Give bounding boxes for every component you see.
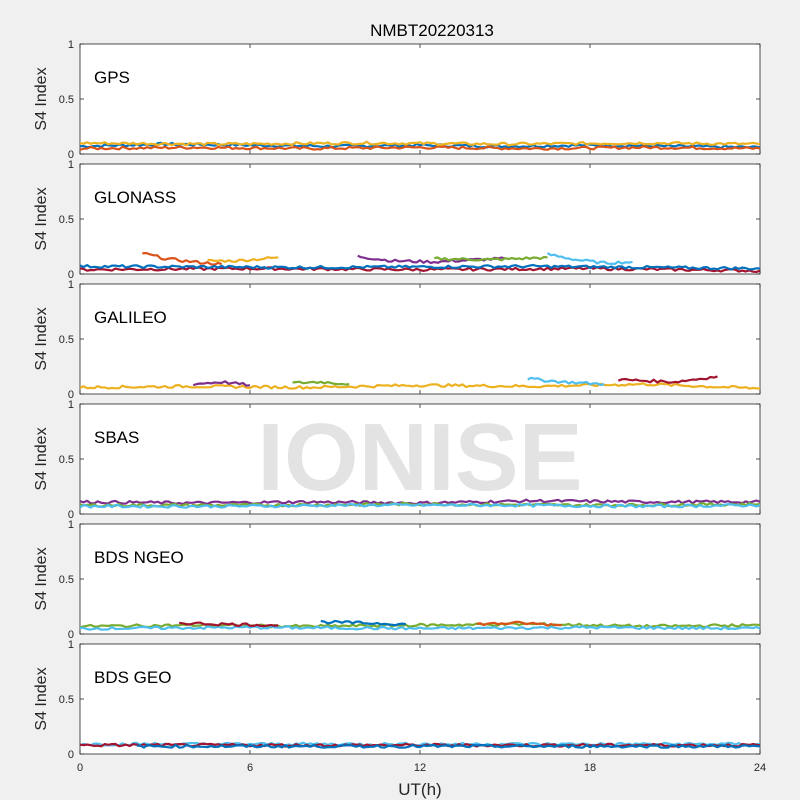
y-axis-label: S4 Index bbox=[33, 427, 50, 490]
series-line bbox=[179, 621, 279, 628]
series-line bbox=[80, 266, 760, 273]
series-group bbox=[80, 140, 760, 151]
series-line bbox=[476, 620, 562, 627]
y-tick-label: 0 bbox=[68, 749, 74, 761]
series-line bbox=[136, 743, 760, 749]
y-tick-label: 0.5 bbox=[59, 454, 74, 466]
y-axis-label: S4 Index bbox=[33, 667, 50, 730]
panel-galileo: 0 0.5 1 S4 Index GALILEO bbox=[33, 279, 761, 401]
system-name: SBAS bbox=[94, 428, 139, 447]
y-tick-label: 0.5 bbox=[59, 574, 74, 586]
system-name: BDS GEO bbox=[94, 668, 171, 687]
y-tick-label: 1 bbox=[68, 399, 74, 411]
y-tick-label: 0 bbox=[68, 149, 74, 161]
y-axis-label: S4 Index bbox=[33, 547, 50, 610]
series-line bbox=[320, 619, 406, 627]
y-axis-label: S4 Index bbox=[33, 67, 50, 130]
x-tick-label: 18 bbox=[584, 762, 596, 774]
plot-area bbox=[79, 523, 761, 635]
series-line bbox=[80, 502, 760, 509]
y-tick-label: 0 bbox=[68, 629, 74, 641]
series-line bbox=[207, 256, 279, 263]
system-name: GPS bbox=[94, 68, 130, 87]
y-tick-label: 1 bbox=[68, 39, 74, 51]
x-tick-label: 12 bbox=[414, 762, 426, 774]
system-name: GLONASS bbox=[94, 188, 176, 207]
x-tick-label: 24 bbox=[754, 762, 766, 774]
y-tick-label: 1 bbox=[68, 279, 74, 291]
y-tick-label: 0.5 bbox=[59, 214, 74, 226]
x-tick-label: 0 bbox=[77, 762, 83, 774]
plot-area bbox=[79, 163, 761, 275]
series-line bbox=[292, 380, 350, 386]
series-group bbox=[80, 375, 760, 390]
panel-glonass: 0 0.5 1 S4 Index GLONASS bbox=[33, 159, 761, 281]
plot-area bbox=[79, 403, 761, 515]
y-tick-label: 0 bbox=[68, 389, 74, 401]
series-line bbox=[80, 621, 760, 629]
system-name: GALILEO bbox=[94, 308, 167, 327]
series-line bbox=[434, 255, 548, 262]
y-tick-label: 1 bbox=[68, 159, 74, 171]
series-line bbox=[527, 376, 605, 387]
y-tick-label: 0.5 bbox=[59, 94, 74, 106]
series-group bbox=[80, 619, 760, 631]
x-tick-label: 6 bbox=[247, 762, 253, 774]
panel-bds-ngeo: 0 0.5 1 S4 Index BDS NGEO bbox=[33, 519, 761, 641]
series-group bbox=[80, 741, 760, 749]
y-axis-label: S4 Index bbox=[33, 307, 50, 370]
chart-title: NMBT20220313 bbox=[370, 21, 494, 40]
panel-sbas: 0 0.5 1 S4 Index SBAS bbox=[33, 399, 761, 521]
series-group bbox=[80, 251, 760, 273]
x-axis-label: UT(h) bbox=[398, 780, 441, 799]
series-line bbox=[80, 141, 760, 150]
series-line bbox=[80, 263, 760, 271]
series-line bbox=[80, 140, 760, 147]
series-group bbox=[80, 498, 760, 509]
watermark: IONISE bbox=[257, 404, 582, 511]
system-name: BDS NGEO bbox=[94, 548, 184, 567]
y-tick-label: 0.5 bbox=[59, 334, 74, 346]
series-line bbox=[142, 251, 223, 266]
y-tick-label: 0 bbox=[68, 269, 74, 281]
y-tick-label: 0.5 bbox=[59, 694, 74, 706]
panels-group: 0 0.5 1 S4 Index GPS 0 0.5 1 S4 Index GLONASS 0 0.5… bbox=[33, 39, 766, 774]
series-line bbox=[617, 375, 718, 384]
plot-area bbox=[79, 643, 761, 755]
y-tick-label: 1 bbox=[68, 639, 74, 651]
series-line bbox=[80, 625, 760, 631]
series-line bbox=[80, 145, 760, 151]
series-line bbox=[546, 252, 633, 265]
plot-area bbox=[79, 43, 761, 155]
y-tick-label: 0 bbox=[68, 509, 74, 521]
series-line bbox=[80, 382, 760, 390]
plot-area bbox=[79, 283, 761, 395]
panel-bds-geo: 0 6 12 18 24 0 0.5 1 S4 Index BDS GEO bbox=[33, 639, 766, 774]
series-line bbox=[80, 498, 760, 506]
y-axis-label: S4 Index bbox=[33, 187, 50, 250]
series-line bbox=[192, 380, 251, 387]
panel-gps: 0 0.5 1 S4 Index GPS bbox=[33, 39, 761, 161]
y-tick-label: 1 bbox=[68, 519, 74, 531]
